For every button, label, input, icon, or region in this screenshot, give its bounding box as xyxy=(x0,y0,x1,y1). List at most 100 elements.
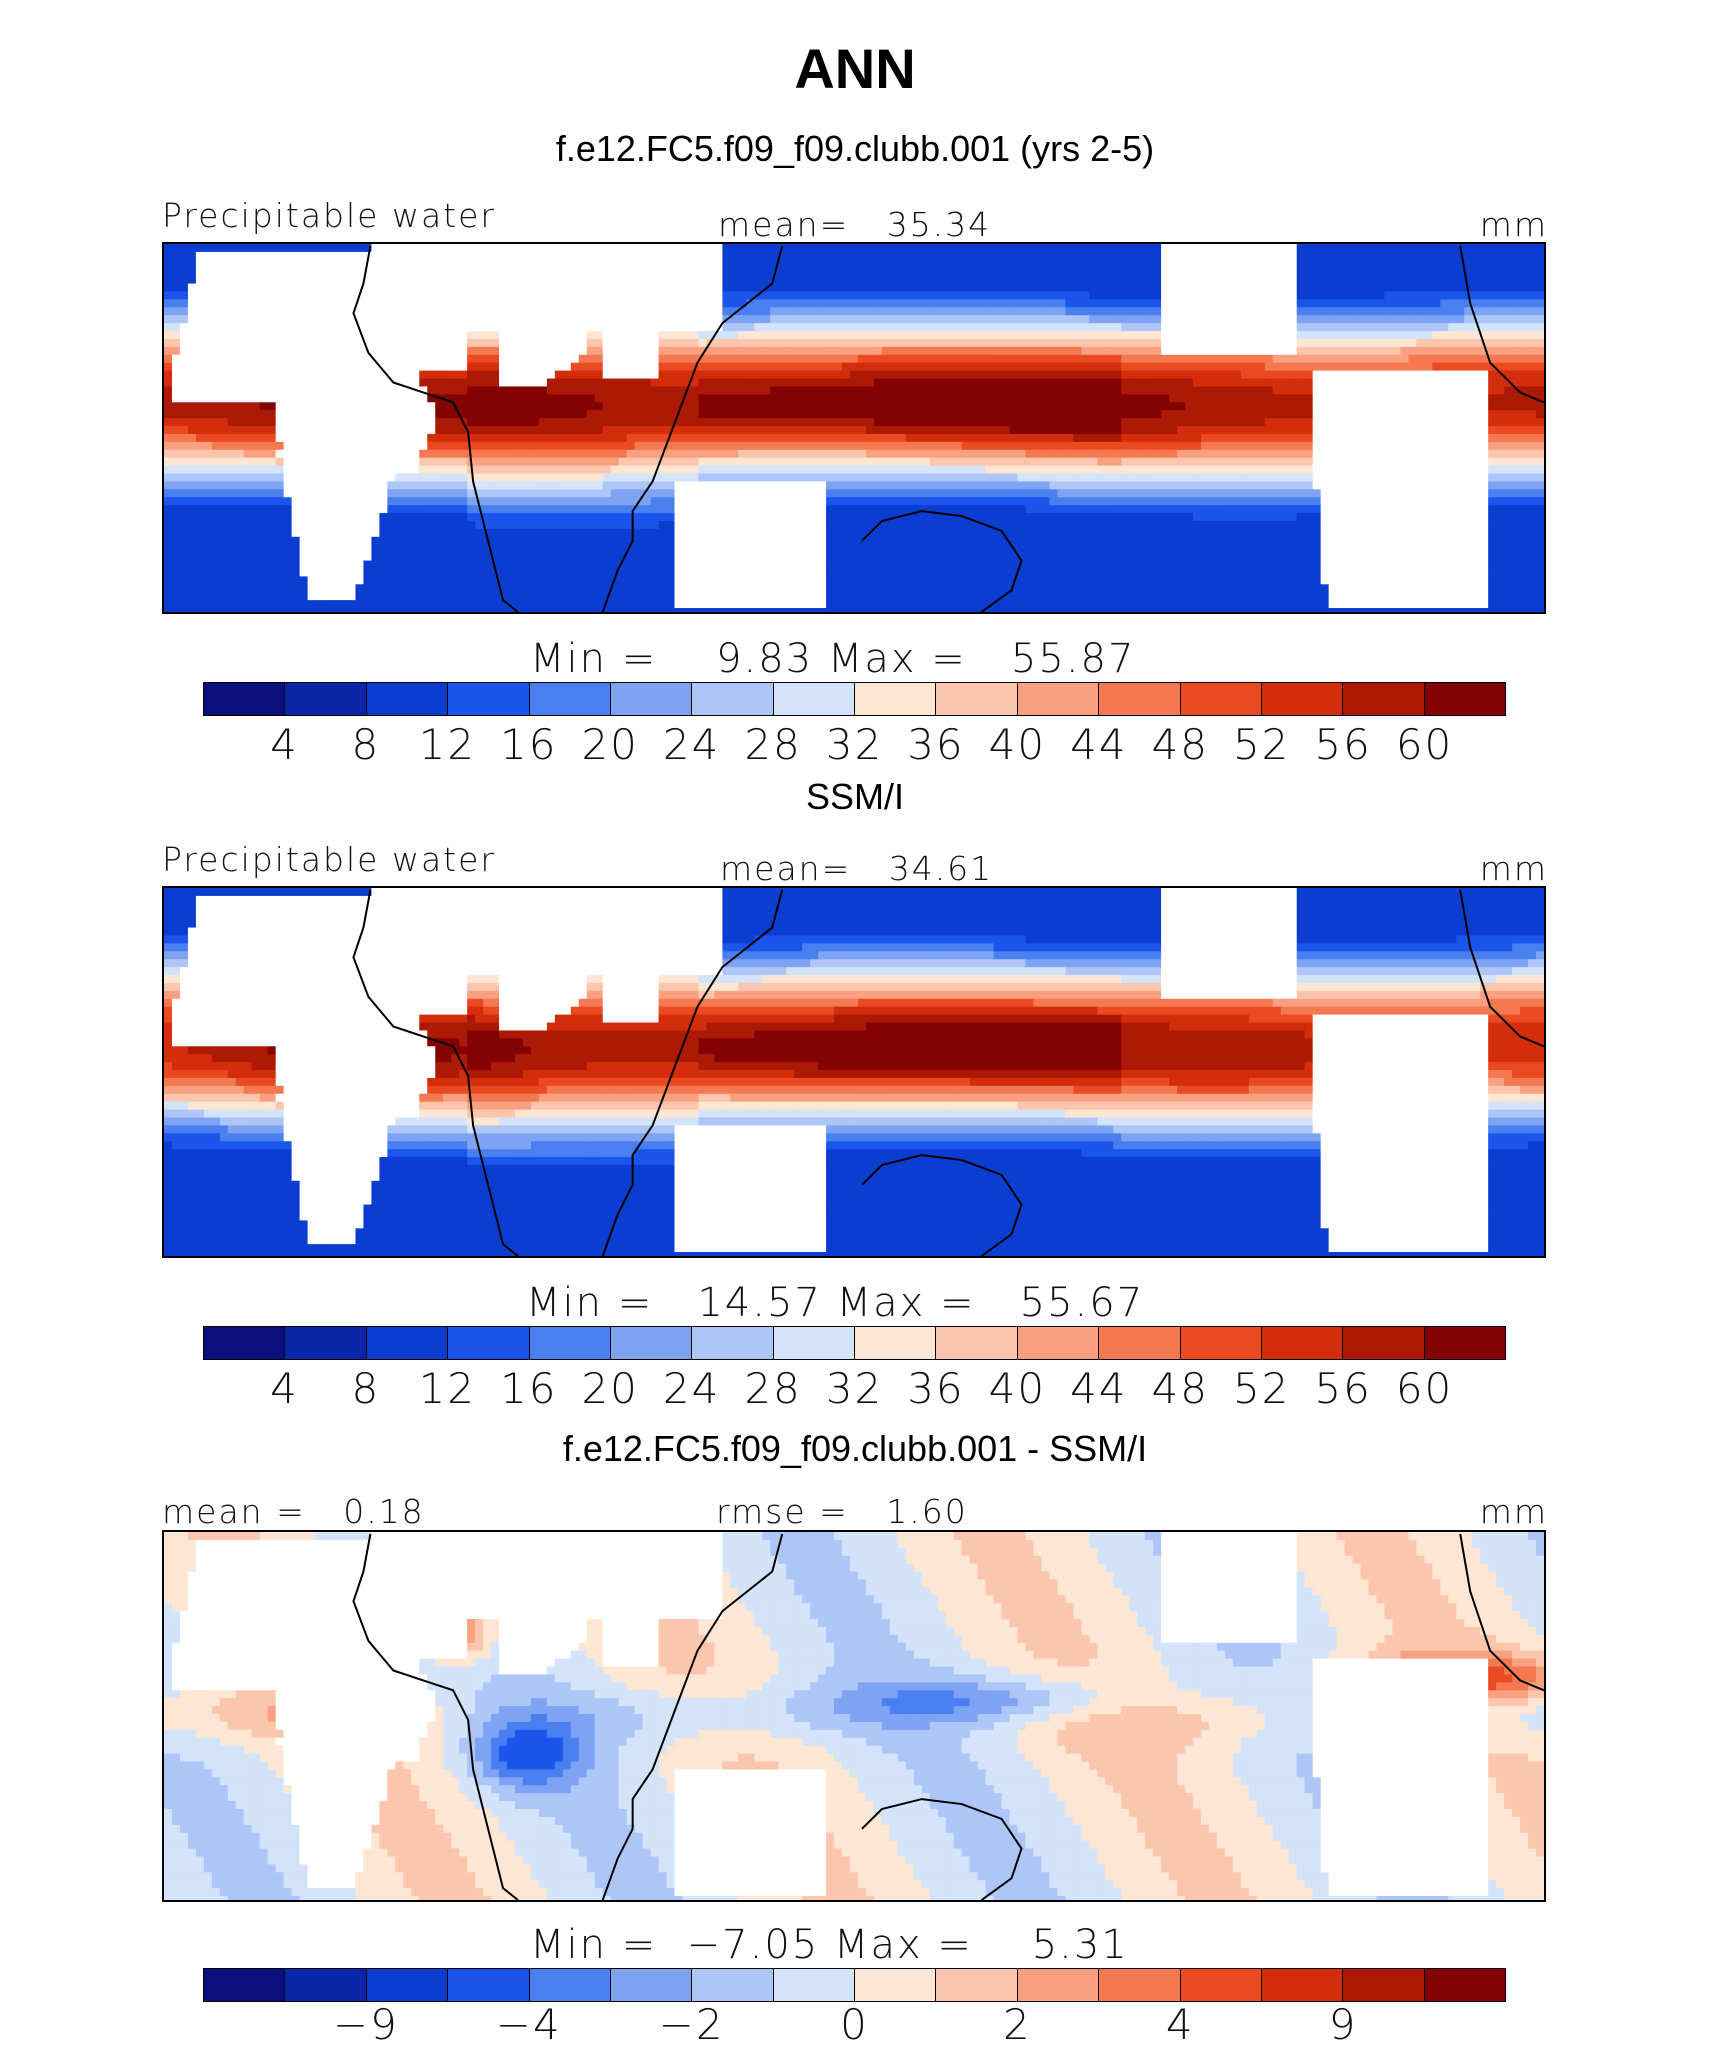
panel-2-variable-label: Precipitable water xyxy=(162,840,496,879)
colorbar-tick-label: 52 xyxy=(1233,720,1290,769)
panel-1-variable-label: Precipitable water xyxy=(162,196,496,235)
figure-title: ANN xyxy=(0,36,1710,101)
panel-2-map xyxy=(162,886,1546,1258)
panel-1-units-label: mm xyxy=(1480,205,1548,244)
colorbar-tick-label: −4 xyxy=(496,2000,562,2049)
colorbar-tick-label: 12 xyxy=(419,1364,476,1413)
colorbar-swatch xyxy=(529,1969,611,2001)
colorbar-tick-label: 12 xyxy=(419,720,476,769)
colorbar-swatch xyxy=(285,1327,367,1359)
colorbar-swatch xyxy=(692,683,774,715)
colorbar-swatch xyxy=(1180,683,1262,715)
colorbar-swatch xyxy=(692,1327,774,1359)
colorbar-swatch xyxy=(936,683,1018,715)
colorbar-tick-label: 44 xyxy=(1070,720,1127,769)
colorbar-tick-label: 36 xyxy=(907,720,964,769)
colorbar-swatch xyxy=(610,1327,693,1359)
colorbar-swatch xyxy=(936,1969,1018,2001)
colorbar-swatch xyxy=(1180,1327,1262,1359)
panel-3-min-max: Min = −7.05 Max = 5.31 xyxy=(530,1922,1129,1968)
panel-3-colorbar xyxy=(203,1968,1506,2002)
colorbar-tick-label: 48 xyxy=(1152,1364,1209,1413)
colorbar-swatch xyxy=(529,683,611,715)
colorbar-swatch xyxy=(936,1327,1018,1359)
colorbar-tick-label: 32 xyxy=(826,1364,883,1413)
panel-1-colorbar-ticks: 4 8 12 16 20 24 28 32 36 40 44 48 52 56 60 xyxy=(0,720,1710,770)
colorbar-swatch xyxy=(366,1327,449,1359)
panel-3-title: f.e12.FC5.f09_f09.clubb.001 - SSM/I xyxy=(0,1428,1710,1470)
panel-1-mean-label: mean= 35.34 xyxy=(718,205,991,244)
panel-3-rmse-label: rmse = 1.60 xyxy=(716,1492,968,1531)
colorbar-swatch xyxy=(773,683,855,715)
colorbar-swatch xyxy=(855,683,937,715)
colorbar-tick-label: −9 xyxy=(333,2000,399,2049)
colorbar-swatch xyxy=(285,1969,367,2001)
colorbar-tick-label: 20 xyxy=(581,720,638,769)
panel-1-title: f.e12.FC5.f09_f09.clubb.001 (yrs 2-5) xyxy=(0,128,1710,170)
colorbar-swatch xyxy=(1261,683,1344,715)
panel-1-map xyxy=(162,242,1546,614)
colorbar-swatch xyxy=(366,683,449,715)
colorbar-tick-label: 40 xyxy=(989,720,1046,769)
colorbar-swatch xyxy=(1099,1969,1181,2001)
colorbar-swatch xyxy=(448,1327,530,1359)
colorbar-swatch xyxy=(1343,683,1425,715)
colorbar-swatch xyxy=(1017,683,1100,715)
colorbar-swatch xyxy=(855,1327,937,1359)
colorbar-swatch xyxy=(204,683,286,715)
colorbar-tick-label: 16 xyxy=(500,720,557,769)
colorbar-swatch xyxy=(366,1969,449,2001)
colorbar-swatch xyxy=(1343,1327,1425,1359)
colorbar-swatch xyxy=(1017,1969,1100,2001)
colorbar-tick-label: 9 xyxy=(1329,2000,1358,2049)
colorbar-tick-label: 52 xyxy=(1233,1364,1290,1413)
panel-3-colorbar-ticks: −9 −4 −2 0 2 4 9 xyxy=(0,2000,1710,2050)
colorbar-tick-label: 36 xyxy=(907,1364,964,1413)
colorbar-tick-label: 28 xyxy=(744,720,801,769)
panel-2-min-max: Min = 14.57 Max = 55.67 xyxy=(526,1280,1144,1326)
colorbar-tick-label: 24 xyxy=(663,1364,720,1413)
colorbar-tick-label: 60 xyxy=(1396,720,1453,769)
colorbar-swatch xyxy=(1261,1969,1344,2001)
colorbar-tick-label: 4 xyxy=(270,1364,299,1413)
colorbar-swatch xyxy=(610,1969,693,2001)
panel-2-units-label: mm xyxy=(1480,849,1548,888)
colorbar-swatch xyxy=(855,1969,937,2001)
colorbar-tick-label: 56 xyxy=(1314,1364,1371,1413)
colorbar-swatch xyxy=(1343,1969,1425,2001)
panel-2-title: SSM/I xyxy=(0,776,1710,818)
colorbar-tick-label: 2 xyxy=(1003,2000,1032,2049)
colorbar-swatch xyxy=(1017,1327,1100,1359)
colorbar-tick-label: 4 xyxy=(1166,2000,1195,2049)
colorbar-swatch xyxy=(692,1969,774,2001)
panel-3-map xyxy=(162,1530,1546,1902)
colorbar-tick-label: 24 xyxy=(663,720,720,769)
colorbar-tick-label: 60 xyxy=(1396,1364,1453,1413)
colorbar-swatch xyxy=(1180,1969,1262,2001)
panel-1-colorbar xyxy=(203,682,1506,716)
colorbar-swatch xyxy=(285,683,367,715)
panel-3-units-label: mm xyxy=(1480,1492,1548,1531)
colorbar-swatch xyxy=(529,1327,611,1359)
colorbar-swatch xyxy=(773,1327,855,1359)
colorbar-swatch xyxy=(448,1969,530,2001)
panel-2-mean-label: mean= 34.61 xyxy=(720,849,993,888)
panel-3-mean-label: mean = 0.18 xyxy=(162,1492,425,1531)
colorbar-tick-label: 56 xyxy=(1314,720,1371,769)
colorbar-tick-label: 16 xyxy=(500,1364,557,1413)
colorbar-swatch xyxy=(1424,683,1505,715)
colorbar-tick-label: 40 xyxy=(989,1364,1046,1413)
colorbar-swatch xyxy=(448,683,530,715)
colorbar-tick-label: 0 xyxy=(840,2000,869,2049)
colorbar-tick-label: 28 xyxy=(744,1364,801,1413)
colorbar-tick-label: 48 xyxy=(1152,720,1209,769)
panel-1-min-max: Min = 9.83 Max = 55.87 xyxy=(530,636,1135,682)
colorbar-swatch xyxy=(610,683,693,715)
panel-2-colorbar-ticks: 4 8 12 16 20 24 28 32 36 40 44 48 52 56 60 xyxy=(0,1364,1710,1414)
colorbar-swatch xyxy=(1424,1327,1505,1359)
colorbar-swatch xyxy=(1424,1969,1505,2001)
colorbar-tick-label: 8 xyxy=(352,1364,381,1413)
colorbar-swatch xyxy=(773,1969,855,2001)
colorbar-tick-label: 20 xyxy=(581,1364,638,1413)
colorbar-swatch xyxy=(1099,1327,1181,1359)
